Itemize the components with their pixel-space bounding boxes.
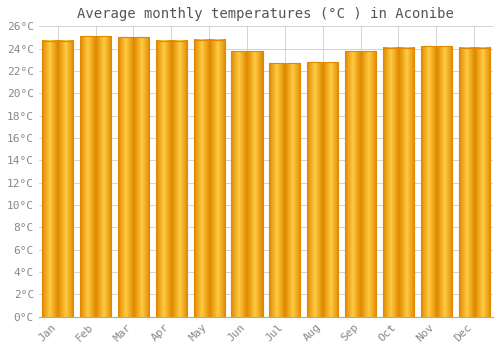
Title: Average monthly temperatures (°C ) in Aconibe: Average monthly temperatures (°C ) in Ac…: [78, 7, 454, 21]
